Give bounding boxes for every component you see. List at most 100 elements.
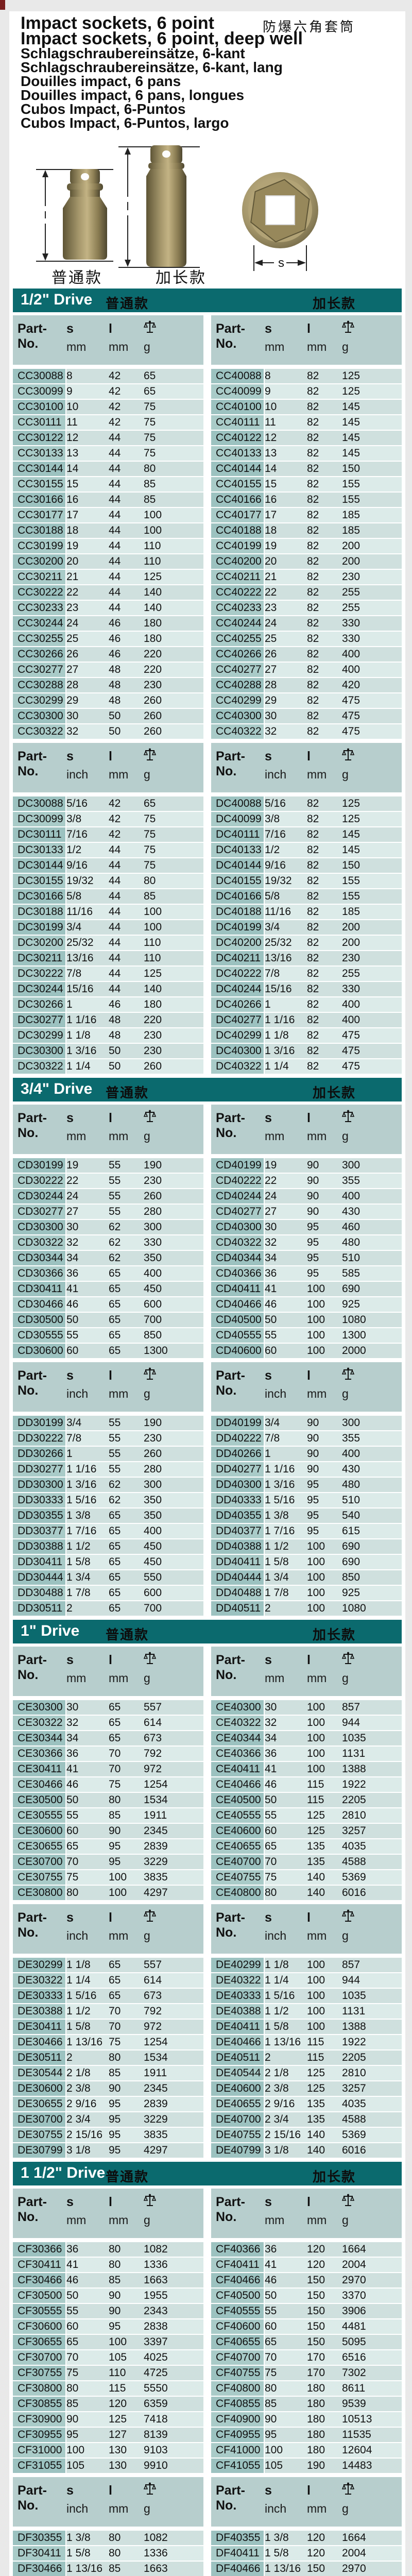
table-row: CE30800 80 100 4297 [13,1886,203,1900]
size-cell: 1 [265,997,307,1012]
size-cell: 1 5/16 [66,1493,109,1507]
length-cell: 82 [307,1028,342,1043]
table-row: CE40411 41 100 1388 [211,1762,402,1776]
size-cell: 1 1/4 [265,1973,307,1988]
size-cell: 22 [265,585,307,600]
drive-size-band: 1" Drive 普通款 加长款 [13,1620,402,1643]
balance-scale-icon [143,1110,157,1122]
weight-cell: 510 [342,1493,402,1507]
weight-cell: 690 [342,1555,402,1569]
size-cell: 1 3/8 [66,2531,109,2545]
size-cell: 60 [265,2319,307,2334]
size-cell: 5/16 [265,796,307,811]
length-cell: 44 [109,905,144,919]
part-no-cell: DC40155 [211,874,265,888]
table-row: DC40099 3/8 82 125 [211,812,402,826]
length-cell: 70 [109,2020,144,2034]
weight-cell: 185 [342,523,402,538]
weight-cell: 190 [144,1416,203,1430]
table-row: DD30266 1 55 260 [13,1447,203,1461]
table-row: DD40222 7/8 90 355 [211,1431,402,1446]
size-cell: 85 [265,2397,307,2411]
size-cell: 11/16 [66,905,109,919]
col-unit-weight: g [342,2502,349,2515]
size-cell: 46 [265,2273,307,2287]
part-no-cell: CC30299 [13,693,66,708]
page-title-line: Impact sockets, 6 point [21,13,214,33]
weight-cell: 1080 [342,1313,402,1327]
length-cell: 42 [109,796,144,811]
col-header-l: l [109,1910,112,1925]
size-cell: 10 [265,400,307,414]
table-row: DD30355 1 3/8 65 350 [13,1509,203,1523]
size-cell: 9/16 [265,858,307,873]
length-cell: 70 [109,1762,144,1776]
part-no-cell: DD30511 [13,1601,66,1616]
col-unit-l: mm [307,1671,327,1685]
length-cell: 55 [109,1205,144,1219]
length-cell: 44 [109,554,144,569]
table-row: DD30222 7/8 55 230 [13,1431,203,1446]
length-cell: 82 [307,724,342,739]
col-unit-s: mm [66,1671,87,1685]
size-cell: 2 15/16 [265,2128,307,2142]
balance-scale-icon [341,2482,355,2495]
length-cell: 44 [109,523,144,538]
unit-block-mm: Part-No. s l mm mm g Part-No. s l mm mm g CE30300 30 6… [9,1647,405,1901]
col-header-weight [341,743,402,765]
table-row: DC40200 25/32 82 200 [211,936,402,950]
part-no-cell: CC30288 [13,678,66,692]
length-cell: 90 [109,1824,144,1838]
weight-cell: 673 [144,1989,203,2003]
part-no-cell: DD30444 [13,1570,66,1585]
size-cell: 19 [265,539,307,553]
weight-cell: 857 [342,1700,402,1715]
length-cell: 82 [307,616,342,631]
col-header-weight [341,315,402,337]
table-row: CF40700 70 170 6516 [211,2350,402,2365]
part-no-cell: DD30488 [13,1586,66,1600]
table-row: DE40333 1 5/16 100 1035 [211,1989,402,2003]
part-no-cell: DD40222 [211,1431,265,1446]
size-cell: 32 [66,1235,109,1250]
length-cell: 80 [109,1793,144,1807]
table-row: DE40388 1 1/2 100 1131 [211,2004,402,2019]
length-cell: 100 [307,1747,342,1761]
part-no-cell: CD30555 [13,1328,66,1343]
weight-cell: 300 [342,1416,402,1430]
table-header: Part-No. s l mm mm g [13,1647,203,1696]
length-cell: 190 [307,2459,342,2473]
length-cell: 55 [109,1189,144,1204]
weight-cell: 200 [342,936,402,950]
table-row: CC30177 17 44 100 [13,508,203,522]
table-row: CD30555 55 65 850 [13,1328,203,1343]
part-no-cell: DC30099 [13,812,66,826]
weight-cell: 850 [144,1328,203,1343]
weight-cell: 300 [342,1158,402,1173]
col-header-part-no: Part-No. [18,321,47,351]
table-row: CC30300 30 50 260 [13,709,203,723]
length-cell: 100 [109,2335,144,2349]
part-no-cell: DE40655 [211,2097,265,2111]
weight-cell: 1254 [144,2035,203,2049]
weight-cell: 2345 [144,2081,203,2096]
table-row: DD40511 2 100 1080 [211,1601,402,1616]
size-cell: 2 [66,2050,109,2065]
length-cell: 150 [307,2304,342,2318]
part-no-cell: DF30411 [13,2546,66,2561]
drive-section: 1 1/2" Drive 普通款 加长款 Part-No. s l mm mm g Part-No… [9,2162,405,2576]
length-cell: 46 [109,616,144,631]
part-no-cell: DC40199 [211,920,265,935]
weight-cell: 145 [342,843,402,857]
corner-print-mark [0,0,5,10]
length-cell: 95 [109,1839,144,1854]
unit-block-mm: Part-No. s l mm mm g Part-No. s l mm mm g CF30366 36 8… [9,2189,405,2474]
col-unit-blank [13,767,66,768]
table-row: DF30411 1 5/8 80 1336 [13,2546,203,2561]
part-no-cell: DF40411 [211,2546,265,2561]
weight-cell: 140 [144,585,203,600]
weight-cell: 11535 [342,2428,402,2442]
part-no-cell: DE40700 [211,2112,265,2127]
part-no-cell: CF41000 [211,2443,265,2458]
weight-cell: 110 [144,539,203,553]
